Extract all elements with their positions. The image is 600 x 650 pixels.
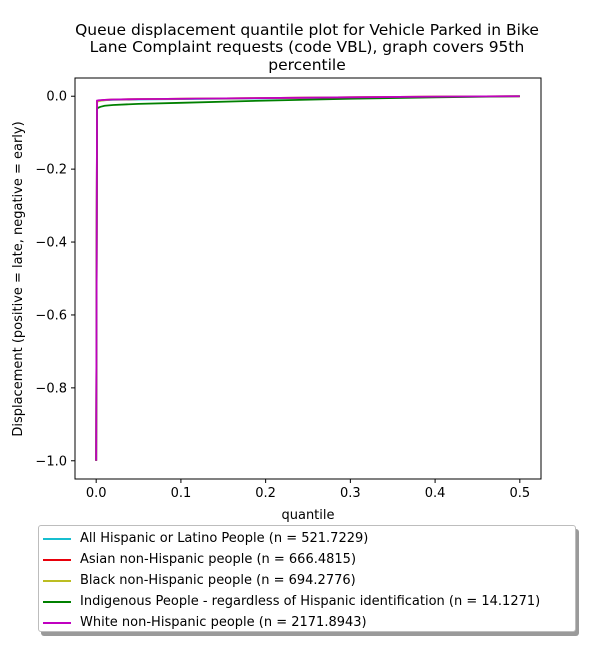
x-tick-label: 0.2 [255, 486, 276, 501]
series-line-1 [95, 95, 520, 461]
x-tick-label: 0.1 [171, 486, 192, 501]
legend-label: White non-Hispanic people (n = 2171.8943… [80, 615, 367, 630]
x-tick-label: 0.5 [509, 486, 530, 501]
chart-title-line: Queue displacement quantile plot for Veh… [75, 21, 539, 39]
legend-label: Indigenous People - regardless of Hispan… [80, 594, 541, 609]
y-tick-label: 0.0 [46, 90, 67, 105]
series-layer [95, 95, 520, 461]
legend-item: Indigenous People - regardless of Hispan… [43, 592, 540, 611]
x-axis: 0.0 0.1 0.2 0.3 0.4 0.5 [86, 479, 530, 501]
legend-swatch [43, 600, 71, 603]
y-tick-label: −0.8 [35, 381, 67, 396]
series-line-2 [95, 95, 520, 461]
y-tick-label: −0.6 [35, 308, 67, 323]
legend-item: All Hispanic or Latino People (n = 521.7… [43, 529, 368, 548]
legend-label: Black non-Hispanic people (n = 694.2776) [80, 573, 356, 588]
legend-item: Asian non-Hispanic people (n = 666.4815) [43, 550, 356, 569]
legend-swatch [43, 558, 71, 561]
y-tick-label: −1.0 [35, 454, 67, 469]
x-axis-label: quantile [281, 508, 334, 523]
legend: All Hispanic or Latino People (n = 521.7… [38, 525, 576, 632]
legend-item: White non-Hispanic people (n = 2171.8943… [43, 613, 367, 632]
y-tick-label: −0.4 [35, 236, 67, 251]
legend-swatch [43, 621, 71, 624]
chart-title: Queue displacement quantile plot for Veh… [75, 21, 539, 74]
legend-label: All Hispanic or Latino People (n = 521.7… [80, 531, 369, 546]
x-tick-label: 0.0 [86, 486, 107, 501]
x-tick-label: 0.4 [425, 486, 446, 501]
series-line-4 [95, 95, 520, 461]
legend-label: Asian non-Hispanic people (n = 666.4815) [80, 552, 357, 567]
y-tick-label: −0.2 [35, 163, 67, 178]
legend-item: Black non-Hispanic people (n = 694.2776) [43, 571, 356, 590]
plot-area-frame [74, 77, 542, 480]
chart-title-line: percentile [268, 56, 346, 74]
legend-swatch [43, 537, 71, 540]
legend-swatch [43, 579, 71, 582]
y-axis-label: Displacement (positive = late, negative … [11, 121, 26, 436]
y-axis: 0.0 −0.2 −0.4 −0.6 −0.8 −1.0 [35, 90, 75, 469]
series-line-3 [95, 95, 520, 461]
series-line-0 [95, 95, 520, 461]
x-tick-label: 0.3 [340, 486, 361, 501]
chart-title-line: Lane Complaint requests (code VBL), grap… [90, 38, 525, 56]
